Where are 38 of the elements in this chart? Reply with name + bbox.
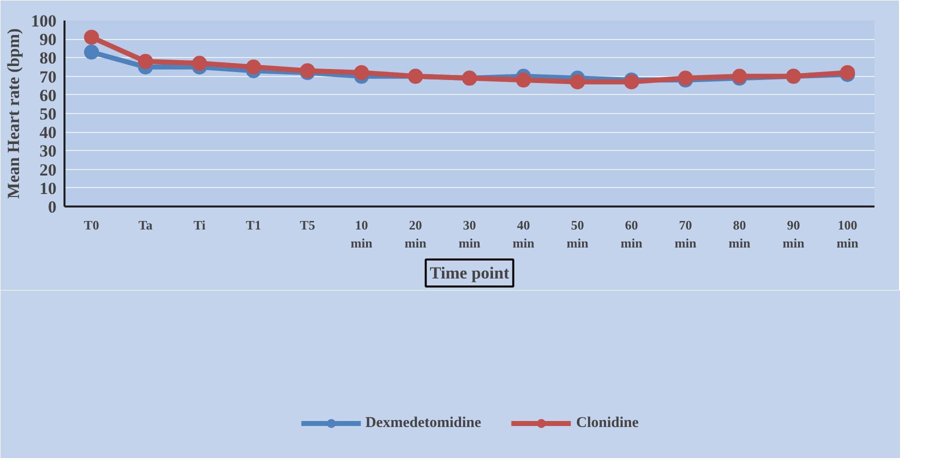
x-tick-label: 60 min bbox=[620, 218, 644, 250]
point bbox=[354, 65, 369, 80]
point bbox=[138, 54, 153, 69]
x-tick-label: 50 min bbox=[566, 218, 590, 250]
point bbox=[84, 30, 99, 45]
y-tick-label: 40 bbox=[40, 123, 56, 142]
x-tick-label: 20 min bbox=[404, 218, 428, 250]
x-tick-label: Ta bbox=[138, 218, 153, 232]
x-tick-label: 30 min bbox=[458, 218, 482, 250]
x-tick-label: Ti bbox=[193, 218, 206, 232]
point bbox=[570, 74, 585, 90]
y-tick-label: 100 bbox=[31, 12, 56, 30]
y-tick-label: 60 bbox=[40, 86, 56, 105]
x-tick-label: 10 min bbox=[350, 218, 374, 250]
y-tick-label: 70 bbox=[40, 67, 56, 86]
point bbox=[516, 72, 531, 88]
y-tick-label: 90 bbox=[40, 30, 56, 50]
point bbox=[246, 60, 261, 74]
y-axis-title: Mean Heart rate (bpm) bbox=[4, 28, 23, 199]
x-tick-label: T0 bbox=[84, 218, 100, 232]
y-tick-label: 0 bbox=[48, 198, 56, 216]
x-tick-label: 70 min bbox=[674, 218, 698, 250]
point bbox=[192, 56, 207, 71]
y-tick-label: 20 bbox=[40, 160, 56, 180]
x-tick-label: 80 min bbox=[728, 218, 752, 250]
x-tick-label: T5 bbox=[300, 218, 316, 232]
legend-label: Dexmedetomidine bbox=[365, 414, 482, 432]
x-axis-title: Time point bbox=[430, 264, 510, 282]
y-tick-label: 30 bbox=[40, 142, 56, 161]
y-tick-label: 80 bbox=[40, 48, 56, 68]
y-tick-label: 50 bbox=[40, 104, 56, 124]
x-tick-label: T1 bbox=[246, 218, 262, 232]
x-tick-label: 90 min bbox=[782, 218, 806, 250]
legend-label: Clonidine bbox=[576, 414, 639, 432]
y-tick-label: 10 bbox=[40, 178, 56, 198]
point bbox=[84, 44, 99, 60]
x-tick-label: 40 min bbox=[512, 218, 536, 250]
x-tick-label: 100 min bbox=[836, 218, 860, 250]
